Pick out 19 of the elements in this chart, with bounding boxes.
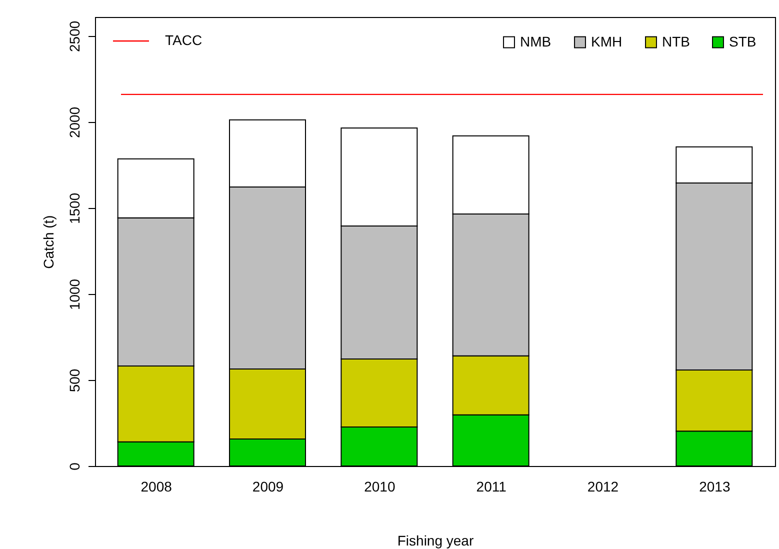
y-tick-label: 2500 [66, 20, 82, 52]
legend-label: KMH [591, 33, 622, 50]
x-tick-label: 2009 [252, 478, 284, 494]
x-tick-label: 2008 [140, 478, 172, 494]
y-tick-label: 1000 [66, 278, 82, 310]
legend-label: TACC [165, 32, 202, 48]
x-tick-label: 2013 [699, 478, 730, 494]
y-tick-label: 0 [66, 462, 82, 470]
legend-label: STB [729, 33, 756, 50]
legend-label: NMB [520, 33, 552, 50]
y-axis-title: Catch (t) [40, 215, 56, 269]
legend-label: NTB [662, 33, 690, 50]
x-tick-label: 2012 [587, 478, 619, 494]
y-tick-label: 2000 [66, 106, 82, 138]
y-tick-label: 1500 [66, 192, 82, 224]
x-tick-label: 2010 [364, 478, 396, 494]
y-tick-label: 500 [66, 368, 82, 392]
x-tick-label: 2011 [476, 478, 507, 494]
x-axis-title: Fishing year [397, 532, 474, 548]
